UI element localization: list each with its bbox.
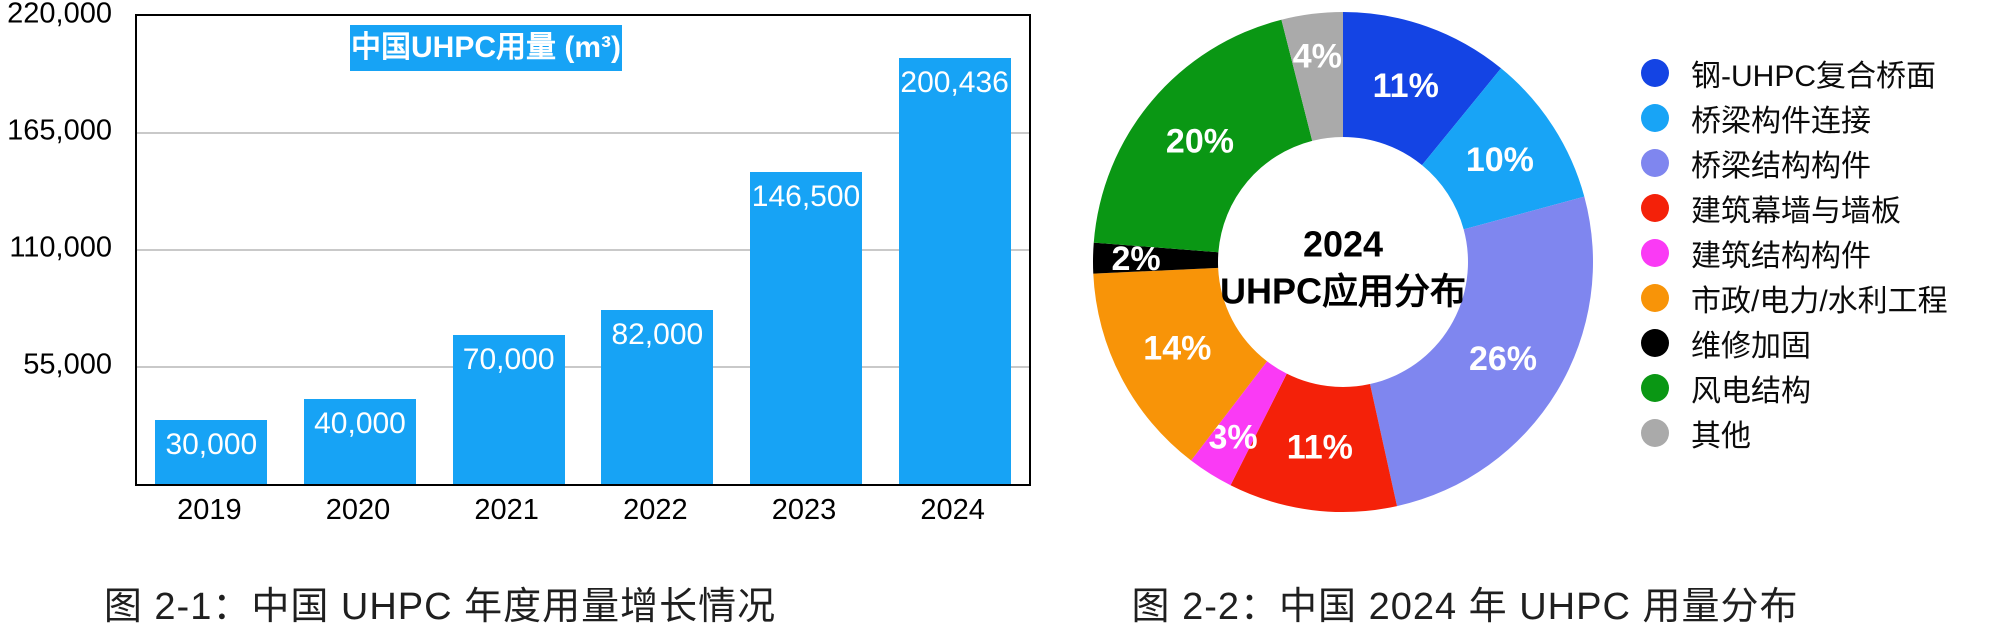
donut-percent-label: 26% (1469, 340, 1537, 378)
y-tick-label: 220,000 (7, 0, 112, 30)
legend-label: 桥梁构件连接 (1691, 104, 1871, 138)
legend-swatch-circle-icon (1641, 328, 1669, 357)
legend-label: 桥梁结构构件 (1691, 149, 1871, 183)
legend-item: 桥梁构件连接 (1641, 95, 1948, 140)
donut-percent-label: 20% (1166, 123, 1234, 161)
bar-value-label: 30,000 (165, 428, 258, 462)
donut-percent-label: 10% (1466, 141, 1534, 179)
legend-swatch-circle-icon (1641, 283, 1669, 312)
donut-slice (1230, 373, 1398, 512)
bar-2021: 70,000 (452, 335, 565, 484)
donut-center-label: UHPC应用分布 (1220, 271, 1466, 312)
donut-percent-label: 4% (1293, 38, 1342, 76)
legend-label: 钢-UHPC复合桥面 (1691, 59, 1936, 93)
donut-slice (1093, 19, 1313, 253)
legend-label: 建筑结构构件 (1691, 239, 1871, 273)
legend-item: 其他 (1641, 410, 1948, 455)
gridline (137, 366, 1029, 368)
donut-percent-label: 11% (1373, 67, 1439, 105)
legend-swatch-circle-icon (1641, 103, 1669, 132)
legend-item: 钢-UHPC复合桥面 (1641, 50, 1948, 95)
bar-value-label: 82,000 (611, 317, 704, 351)
legend-swatch-circle-icon (1641, 418, 1669, 447)
bar-value-label: 200,436 (900, 65, 1009, 99)
legend-item: 市政/电力/水利工程 (1641, 275, 1948, 320)
legend-label: 维修加固 (1691, 329, 1811, 363)
x-tick-label: 2020 (325, 494, 391, 526)
donut-center-label: 2024 (1303, 224, 1383, 265)
bar-2023: 146,500 (750, 172, 862, 484)
donut-percent-label: 14% (1143, 330, 1211, 368)
donut-slice (1370, 196, 1593, 507)
gridline (137, 249, 1029, 251)
bar-value-label: 40,000 (314, 406, 406, 440)
donut-slice (1191, 361, 1287, 486)
figure2-caption: 图 2-2：中国 2024 年 UHPC 用量分布 (1131, 586, 1799, 628)
bar-2019: 30,000 (155, 420, 268, 484)
bar-chart-title: 中国UHPC用量 (m³) (350, 25, 622, 71)
donut-percent-label: 11% (1287, 429, 1353, 467)
donut-slice (1281, 12, 1343, 141)
legend-label: 建筑幕墙与墙板 (1691, 194, 1901, 228)
legend-swatch-circle-icon (1641, 238, 1669, 267)
legend-label: 其他 (1691, 419, 1751, 453)
legend-item: 桥梁结构构件 (1641, 140, 1948, 185)
donut-slice (1093, 267, 1268, 461)
legend-item: 建筑结构构件 (1641, 230, 1948, 275)
donut-legend: 钢-UHPC复合桥面 桥梁构件连接 桥梁结构构件 建筑幕墙与墙板 建筑结构构件市政/电力… (1641, 50, 1948, 455)
legend-item: 建筑幕墙与墙板 (1641, 185, 1948, 230)
bar-chart-plot-area: 30,000 40,000 70,000 82,000 146,500 200,436 (135, 14, 1031, 486)
legend-label: 市政/电力/水利工程 (1691, 284, 1948, 318)
figure1-caption: 图 2-1：中国 UHPC 年度用量增长情况 (103, 586, 777, 628)
y-tick-label: 55,000 (23, 348, 112, 381)
y-tick-label: 165,000 (7, 114, 112, 147)
legend-swatch-circle-icon (1641, 58, 1669, 87)
x-tick-label: 2021 (474, 494, 539, 526)
x-tick-label: 2024 (920, 494, 985, 526)
legend-item: 风电结构 (1641, 365, 1948, 410)
bar-2024: 200,436 (898, 57, 1011, 484)
bar-value-label: 146,500 (751, 180, 861, 214)
donut-slice (1422, 68, 1585, 230)
legend-swatch-circle-icon (1641, 373, 1669, 402)
legend-swatch-circle-icon (1641, 193, 1669, 222)
donut-slice (1093, 242, 1219, 274)
legend-label: 风电结构 (1691, 374, 1811, 408)
y-tick-label: 110,000 (9, 231, 112, 264)
bar-2020: 40,000 (304, 398, 416, 484)
bar-value-label: 70,000 (462, 343, 555, 377)
legend-swatch-circle-icon (1641, 148, 1669, 177)
bar-2022: 82,000 (601, 309, 714, 484)
x-tick-label: 2022 (623, 494, 688, 526)
x-tick-label: 2019 (177, 494, 242, 526)
gridline (137, 132, 1029, 134)
donut-slice (1343, 12, 1502, 166)
x-tick-label: 2023 (771, 494, 837, 526)
legend-item: 维修加固 (1641, 320, 1948, 365)
